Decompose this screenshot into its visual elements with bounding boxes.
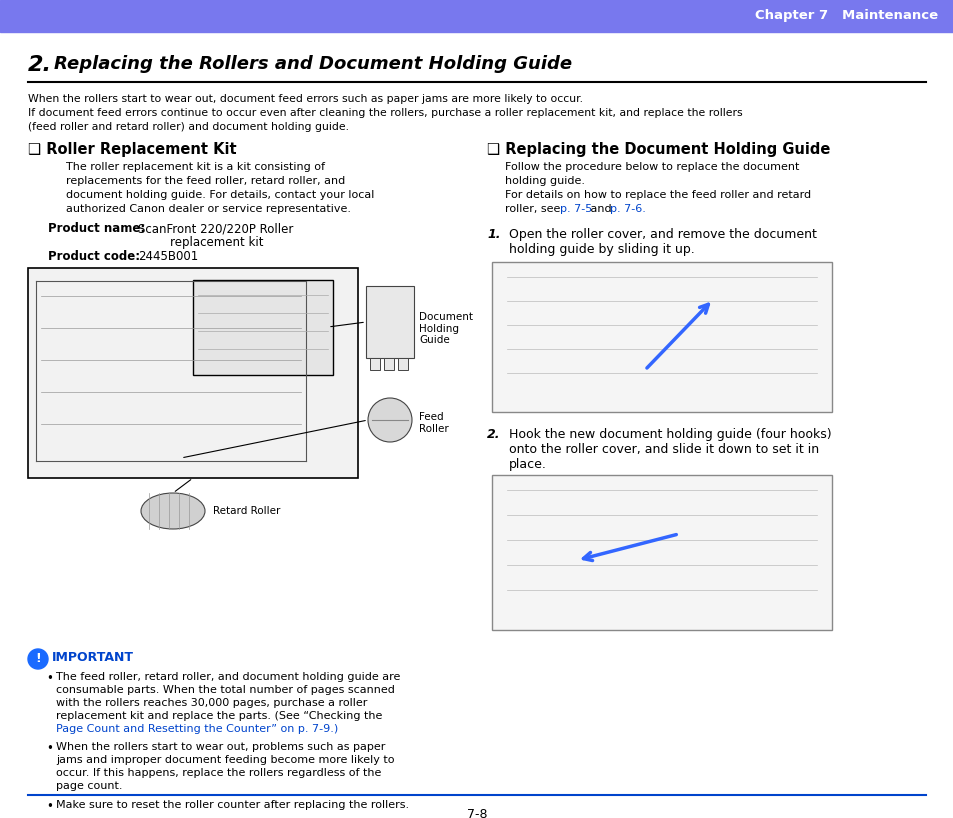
Text: !: ! <box>35 653 41 666</box>
Text: 1.: 1. <box>486 228 500 241</box>
Text: roller, see: roller, see <box>504 204 563 214</box>
Text: 2.: 2. <box>28 55 52 75</box>
Text: IMPORTANT: IMPORTANT <box>52 651 133 664</box>
Circle shape <box>28 649 48 669</box>
Text: Chapter 7   Maintenance: Chapter 7 Maintenance <box>754 10 937 23</box>
Text: Page Count and Resetting the Counter” on p. 7-9.): Page Count and Resetting the Counter” on… <box>56 724 338 734</box>
Bar <box>384 358 394 370</box>
Text: Feed
Roller: Feed Roller <box>418 412 448 434</box>
Text: document holding guide. For details, contact your local: document holding guide. For details, con… <box>66 190 374 200</box>
Text: p. 7-6.: p. 7-6. <box>609 204 645 214</box>
Text: consumable parts. When the total number of pages scanned: consumable parts. When the total number … <box>56 685 395 695</box>
Bar <box>366 286 414 358</box>
Text: Make sure to reset the roller counter after replacing the rollers.: Make sure to reset the roller counter af… <box>56 800 409 810</box>
Text: 2445B001: 2445B001 <box>138 250 198 263</box>
Text: occur. If this happens, replace the rollers regardless of the: occur. If this happens, replace the roll… <box>56 768 381 778</box>
Text: Product code:: Product code: <box>48 250 140 263</box>
Text: holding guide by sliding it up.: holding guide by sliding it up. <box>509 243 694 256</box>
Bar <box>492 262 831 412</box>
Text: For details on how to replace the feed roller and retard: For details on how to replace the feed r… <box>504 190 810 200</box>
Text: with the rollers reaches 30,000 pages, purchase a roller: with the rollers reaches 30,000 pages, p… <box>56 698 367 708</box>
Text: jams and improper document feeding become more likely to: jams and improper document feeding becom… <box>56 755 395 765</box>
Text: ❑ Roller Replacement Kit: ❑ Roller Replacement Kit <box>28 142 236 157</box>
Text: 2.: 2. <box>486 428 500 441</box>
Text: onto the roller cover, and slide it down to set it in: onto the roller cover, and slide it down… <box>509 443 819 456</box>
Bar <box>492 475 831 630</box>
Text: page count.: page count. <box>56 781 122 791</box>
Text: and: and <box>586 204 615 214</box>
Text: holding guide.: holding guide. <box>504 176 584 186</box>
Bar <box>397 358 408 370</box>
Text: replacement kit and replace the parts. (See “Checking the: replacement kit and replace the parts. (… <box>56 711 382 721</box>
Text: place.: place. <box>509 458 546 471</box>
Text: authorized Canon dealer or service representative.: authorized Canon dealer or service repre… <box>66 204 351 214</box>
Text: Follow the procedure below to replace the document: Follow the procedure below to replace th… <box>504 162 799 172</box>
Text: replacements for the feed roller, retard roller, and: replacements for the feed roller, retard… <box>66 176 345 186</box>
Text: Retard Roller: Retard Roller <box>213 506 280 516</box>
Circle shape <box>368 398 412 442</box>
Ellipse shape <box>141 493 205 529</box>
Text: Document
Holding
Guide: Document Holding Guide <box>418 312 473 345</box>
Bar <box>193 280 333 375</box>
Text: Product name:: Product name: <box>48 222 145 235</box>
Text: ❑ Replacing the Document Holding Guide: ❑ Replacing the Document Holding Guide <box>486 142 829 157</box>
Text: 7-8: 7-8 <box>466 808 487 818</box>
Text: •: • <box>46 800 52 813</box>
Text: Replacing the Rollers and Document Holding Guide: Replacing the Rollers and Document Holdi… <box>54 55 572 73</box>
Bar <box>0 0 953 32</box>
Bar <box>28 268 357 478</box>
Text: If document feed errors continue to occur even after cleaning the rollers, purch: If document feed errors continue to occu… <box>28 108 741 118</box>
Text: Hook the new document holding guide (four hooks): Hook the new document holding guide (fou… <box>509 428 831 441</box>
Text: ScanFront 220/220P Roller: ScanFront 220/220P Roller <box>138 222 294 235</box>
Text: p. 7-5: p. 7-5 <box>559 204 591 214</box>
Bar <box>370 358 379 370</box>
Text: The feed roller, retard roller, and document holding guide are: The feed roller, retard roller, and docu… <box>56 672 400 682</box>
Text: •: • <box>46 672 52 685</box>
Text: replacement kit: replacement kit <box>170 236 263 249</box>
Text: When the rollers start to wear out, document feed errors such as paper jams are : When the rollers start to wear out, docu… <box>28 94 582 104</box>
Text: •: • <box>46 742 52 755</box>
Text: When the rollers start to wear out, problems such as paper: When the rollers start to wear out, prob… <box>56 742 385 752</box>
Text: Open the roller cover, and remove the document: Open the roller cover, and remove the do… <box>509 228 816 241</box>
Text: The roller replacement kit is a kit consisting of: The roller replacement kit is a kit cons… <box>66 162 325 172</box>
Text: (feed roller and retard roller) and document holding guide.: (feed roller and retard roller) and docu… <box>28 122 349 132</box>
